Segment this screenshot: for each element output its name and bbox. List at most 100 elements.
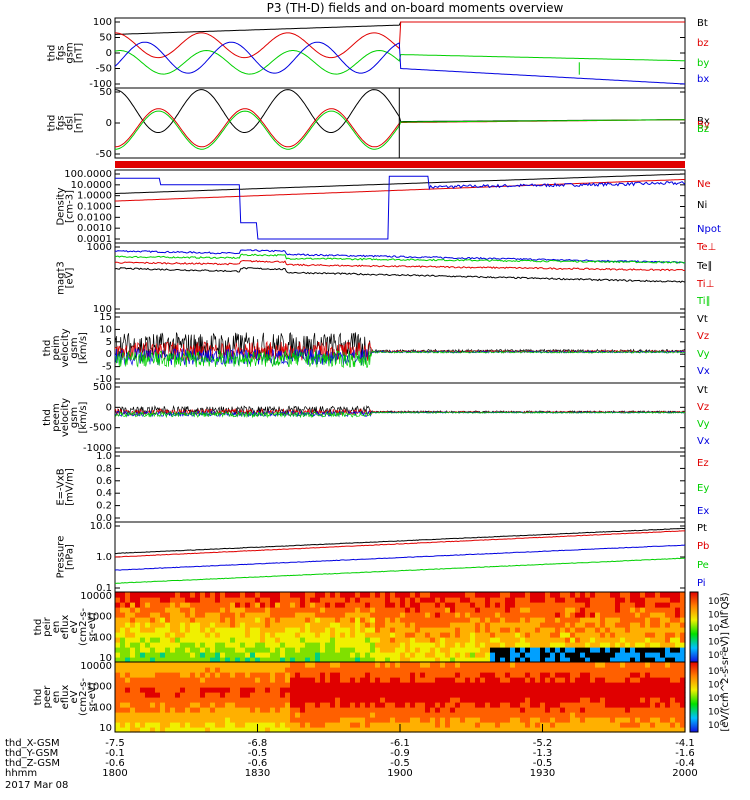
spectrogram-cell [550,722,556,728]
spectrogram-cell [505,657,511,663]
spectrogram-cell [355,687,361,693]
spectrogram-cell [520,662,526,668]
spectrogram-cell [360,622,366,628]
spectrogram-cell [590,597,596,603]
spectrogram-cell [225,697,231,703]
spectrogram-cell [145,647,151,653]
spectrogram-cell [370,632,376,638]
spectrogram-cell [270,632,276,638]
spectrogram-cell [640,692,646,698]
spectrogram-cell [425,602,431,608]
spectrogram-cell [545,662,551,668]
spectrogram-cell [570,627,576,633]
axis-row-value: 1900 [387,768,412,779]
spectrogram-cell [635,707,641,713]
spectrogram-cell [360,702,366,708]
spectrogram-cell [505,637,511,643]
spectrogram-cell [130,677,136,683]
spectrogram-cell [285,637,291,643]
spectrogram-cell [410,647,416,653]
spectrogram-cell [665,722,671,728]
spectrogram-cell [195,697,201,703]
spectrogram-cell [460,677,466,683]
spectrogram-cell [260,622,266,628]
spectrogram-cell [560,717,566,723]
spectrogram-cell [160,632,166,638]
spectrogram-cell [630,627,636,633]
spectrogram-cell [515,707,521,713]
spectrogram-cell [160,642,166,648]
spectrogram-cell [255,657,261,663]
spectrogram-cell [185,667,191,673]
spectrogram-cell [265,597,271,603]
y-tick-label: 0.8 [96,463,112,474]
spectrogram-cell [460,697,466,703]
spectrogram-cell [535,612,541,618]
spectrogram-cell [590,682,596,688]
spectrogram-cell [410,597,416,603]
spectrogram-cell [325,692,331,698]
spectrogram-cell [415,727,421,733]
spectrogram-cell [385,657,391,663]
spectrogram-cell [315,702,321,708]
spectrogram-cell [435,617,441,623]
spectrogram-cell [535,632,541,638]
spectrogram-cell [270,652,276,658]
spectrogram-cell [290,672,296,678]
spectrogram-cell [155,592,161,598]
spectrogram-cell [300,642,306,648]
spectrogram-cell [355,597,361,603]
y-axis-label: thd [33,689,44,706]
spectrogram-cell [545,597,551,603]
spectrogram-cell [425,597,431,603]
spectrogram-cell [475,702,481,708]
spectrogram-cell [510,727,516,733]
spectrogram-cell [230,657,236,663]
spectrogram-cell [620,727,626,733]
spectrogram-cell [645,697,651,703]
spectrogram-cell [165,712,171,718]
spectrogram-cell [400,667,406,673]
spectrogram-cell [255,602,261,608]
spectrogram-cell [450,597,456,603]
spectrogram-cell [295,672,301,678]
spectrogram-cell [550,632,556,638]
spectrogram-cell [460,722,466,728]
spectrogram-cell [480,627,486,633]
spectrogram-cell [640,722,646,728]
spectrogram-cell [120,647,126,653]
spectrogram-cell [655,722,661,728]
spectrogram-cell [480,722,486,728]
spectrogram-cell [325,647,331,653]
spectrogram-cell [260,652,266,658]
spectrogram-cell [390,667,396,673]
spectrogram-cell [560,657,566,663]
spectrogram-cell [610,712,616,718]
spectrogram-cell [510,677,516,683]
spectrogram-cell [640,682,646,688]
spectrogram-cell [305,642,311,648]
spectrogram-cell [485,712,491,718]
spectrogram-cell [285,717,291,723]
spectrogram-cell [615,687,621,693]
spectrogram-cell [410,722,416,728]
y-axis-label: sr-eV) [87,612,98,641]
spectrogram-cell [480,677,486,683]
spectrogram-cell [465,632,471,638]
spectrogram-cell [330,622,336,628]
spectrogram-cell [295,717,301,723]
spectrogram-cell [510,717,516,723]
spectrogram-cell [130,687,136,693]
spectrogram-cell [245,657,251,663]
spectrogram-cell [570,717,576,723]
spectrogram-cell [130,637,136,643]
spectrogram-cell [660,627,666,633]
spectrogram-cell [675,657,681,663]
spectrogram-cell [475,657,481,663]
spectrogram-cell [425,592,431,598]
spectrogram-cell [520,727,526,733]
spectrogram-cell [675,677,681,683]
spectrogram-cell [325,722,331,728]
spectrogram-cell [430,662,436,668]
spectrogram-cell [330,662,336,668]
